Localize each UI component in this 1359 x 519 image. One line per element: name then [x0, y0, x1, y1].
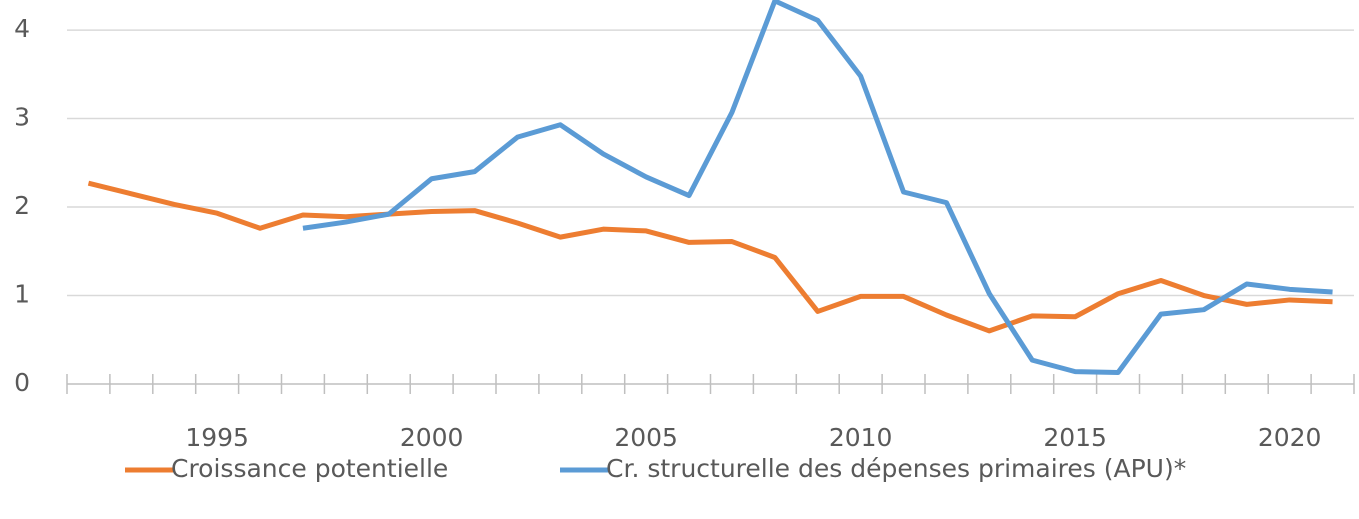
x-tick-label: 2010 — [829, 423, 893, 452]
y-tick-label: 3 — [14, 103, 30, 132]
x-tick-label: 2005 — [614, 423, 678, 452]
series-line — [302, 0, 1333, 375]
x-tick-label: 2015 — [1043, 423, 1107, 452]
x-tick-label: 2000 — [400, 423, 464, 452]
y-tick-label: 2 — [14, 191, 30, 220]
y-tick-label: 1 — [14, 280, 30, 309]
x-tick-label: 1995 — [185, 423, 249, 452]
legend-label: Cr. structurelle des dépenses primaires … — [606, 454, 1186, 483]
y-tick-label: 0 — [14, 368, 30, 397]
x-tick-label: 2020 — [1258, 423, 1322, 452]
legend-label: Croissance potentielle — [171, 454, 448, 483]
series-line — [87, 180, 1333, 334]
y-tick-label: 4 — [14, 14, 30, 43]
